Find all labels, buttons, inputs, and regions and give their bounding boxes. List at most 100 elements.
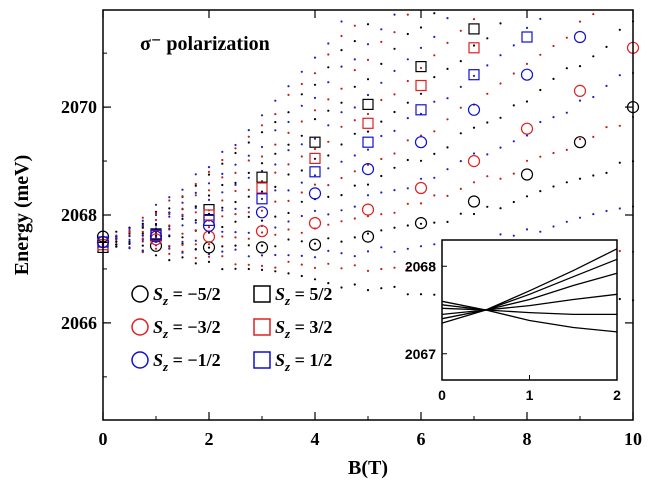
background-dot (221, 209, 224, 212)
background-dot (578, 138, 582, 141)
background-dot (234, 181, 237, 184)
background-dot (168, 215, 171, 218)
background-dot (260, 155, 264, 158)
background-dot (525, 134, 529, 137)
background-dot (128, 247, 131, 250)
data-point (308, 217, 322, 230)
background-dot (141, 249, 144, 252)
background-dot (300, 82, 303, 86)
background-dot (525, 62, 529, 65)
background-dot (340, 20, 343, 23)
background-dot (313, 174, 317, 177)
background-dot (327, 154, 330, 157)
background-dot (234, 183, 237, 186)
background-dot (141, 224, 144, 227)
inset-tick-labels: 0 1 2 2067 2068 (405, 258, 621, 403)
background-dot (472, 152, 476, 155)
background-dot (181, 256, 184, 259)
background-dot (380, 287, 383, 290)
background-dot (578, 20, 582, 23)
data-point (521, 31, 533, 43)
background-dot (221, 158, 224, 162)
x-axis-label: B(T) (348, 457, 388, 479)
background-dot (260, 231, 264, 234)
background-dot (207, 194, 211, 197)
background-dot (512, 44, 515, 47)
background-dot (380, 81, 383, 84)
background-dot (154, 236, 158, 239)
background-dot (472, 212, 476, 216)
background-dot (313, 83, 317, 86)
background-dot (353, 154, 356, 157)
background-dot (194, 248, 197, 251)
background-dot (287, 254, 290, 257)
background-dot (393, 189, 396, 192)
background-dot (618, 297, 621, 301)
background-dot (300, 214, 303, 218)
data-point (309, 166, 321, 178)
data-point (520, 68, 534, 81)
background-dot (234, 151, 237, 155)
background-dot (406, 79, 409, 83)
x-tick-label: 2 (205, 429, 214, 449)
background-dot (366, 289, 370, 292)
background-dot (353, 283, 356, 286)
background-dot (592, 13, 595, 16)
background-dot (433, 243, 436, 246)
inset-y-tick-label: 2068 (405, 258, 436, 274)
background-dot (565, 67, 568, 70)
background-dot (618, 207, 621, 210)
background-dot (194, 206, 197, 209)
background-dot (247, 141, 250, 144)
data-point (468, 23, 480, 35)
background-dot (247, 267, 250, 271)
background-dot (128, 238, 131, 241)
background-dot (221, 268, 224, 271)
background-dot (406, 224, 409, 227)
data-point (308, 238, 322, 251)
inset-y-tick-label: 2067 (405, 346, 436, 362)
background-dot (154, 213, 158, 217)
data-point (414, 217, 428, 230)
background-dot (340, 252, 343, 255)
background-dot (393, 110, 396, 114)
background-dot (194, 182, 197, 186)
background-dot (539, 17, 542, 20)
background-dot (327, 237, 330, 240)
background-dot (221, 206, 224, 209)
background-dot (181, 215, 184, 218)
data-point (309, 136, 321, 148)
background-dot (300, 104, 303, 107)
background-dot (234, 244, 237, 247)
background-dot (552, 225, 555, 228)
background-dot (472, 18, 476, 21)
background-dot (592, 55, 595, 58)
background-dot (221, 176, 224, 179)
background-dot (287, 189, 290, 192)
inset-line (441, 272, 618, 316)
background-dot (274, 270, 277, 273)
background-dot (446, 220, 449, 223)
background-dot (287, 272, 290, 275)
x-tick-label: 6 (417, 429, 426, 449)
background-dot (287, 220, 290, 223)
inset-ticks (441, 265, 618, 380)
background-dot (618, 249, 621, 253)
background-dot (194, 221, 197, 224)
background-dot (221, 225, 224, 229)
background-dot (353, 119, 356, 122)
background-dot (247, 176, 250, 179)
background-dot (247, 237, 250, 240)
background-dot (313, 157, 317, 160)
background-dot (274, 99, 277, 102)
background-dot (260, 219, 264, 222)
background-dot (141, 234, 144, 237)
legend-label: Sz = −3/2 (153, 317, 221, 341)
background-dot (128, 235, 131, 238)
background-dot (393, 152, 396, 155)
background-dot (154, 247, 158, 250)
background-dot (525, 100, 529, 103)
background-dot (340, 65, 343, 68)
background-dot (340, 209, 343, 212)
